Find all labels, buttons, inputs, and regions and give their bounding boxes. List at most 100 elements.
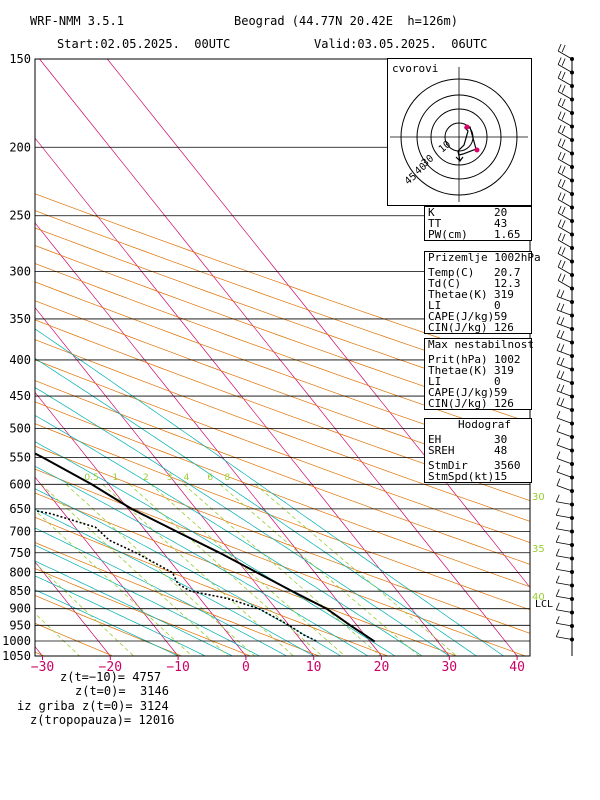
- wind-barb-staff: [556, 622, 573, 627]
- wind-barb-feather: [555, 535, 560, 543]
- mixing-ratio-line: [65, 484, 255, 656]
- z-tropopause: z(tropopauza)= 12016: [30, 713, 175, 727]
- wind-barb-staff: [556, 595, 573, 600]
- wind-barb-staff: [557, 212, 573, 222]
- wind-barb-feather: [561, 112, 566, 120]
- wind-barb-feather: [556, 464, 561, 473]
- wind-barb-feather: [561, 125, 566, 134]
- surface-li-value: 0: [494, 299, 501, 312]
- max-thetae-value: 319: [494, 364, 514, 377]
- hodograph-table-title: Hodograf: [458, 418, 511, 431]
- wind-barb-staff: [556, 458, 573, 465]
- wind-barb-staff: [557, 77, 573, 87]
- wind-barb-staff: [557, 145, 573, 154]
- wind-barb-feather: [557, 178, 562, 187]
- wind-barb-feather: [561, 166, 566, 174]
- station-name: Beograd (44.77N 20.42E h=126m): [234, 14, 458, 28]
- max-li-label: LI: [428, 375, 442, 388]
- mixing-ratio-label: 1: [112, 473, 118, 483]
- eh-value: 30: [494, 433, 508, 446]
- mixing-ratio-label: 0.5: [84, 473, 98, 483]
- wind-barb-feather: [556, 478, 561, 486]
- wind-barb-staff: [556, 485, 573, 492]
- wind-barb-feather: [555, 575, 560, 583]
- temperature-tick-label: −20: [99, 660, 122, 675]
- pressure-tick-label: 400: [9, 353, 31, 367]
- max-cape-value: 59: [494, 386, 508, 399]
- wind-barb-feather: [557, 259, 562, 268]
- wind-barb-feather: [561, 85, 566, 93]
- wind-barb-staff: [557, 91, 573, 100]
- mixing-ratio-label: 8: [224, 473, 230, 483]
- wind-barb-staff: [557, 172, 573, 181]
- wind-barb-feather: [561, 260, 566, 269]
- wind-barb-staff: [556, 471, 573, 478]
- wind-barb-staff: [557, 104, 573, 114]
- wind-barb-staff: [557, 50, 573, 60]
- hodograph-title: cvorovi: [392, 62, 438, 75]
- temperature-tick-label: 40: [509, 660, 525, 675]
- wind-barb-staff: [556, 514, 573, 519]
- surface-li-label: LI: [428, 299, 442, 312]
- surface-thetae-value: 319: [494, 288, 514, 301]
- surface-cin-label: CIN(J/kg): [428, 321, 488, 334]
- wind-barb-feather: [561, 44, 566, 53]
- wind-barb-staff: [556, 363, 573, 370]
- wind-barb-feather: [561, 220, 566, 228]
- wind-barb-staff: [557, 280, 573, 289]
- max-pres-value: 1002: [494, 353, 521, 366]
- wind-barb-feather: [556, 343, 561, 351]
- wind-barb-staff: [556, 323, 573, 330]
- wind-barb-feather: [557, 219, 562, 227]
- pressure-tick-label: 250: [9, 209, 31, 223]
- wind-barb-feather: [561, 139, 566, 147]
- wind-barb-feather: [557, 111, 562, 119]
- pressure-tick-label: 200: [9, 140, 31, 154]
- surface-temp-value: 20.7: [494, 266, 521, 279]
- wind-barb-feather: [555, 562, 560, 570]
- hodograph-point: [464, 124, 470, 130]
- dewpoint-line: [35, 509, 319, 643]
- wind-barb-feather: [556, 397, 561, 405]
- wind-barb-feather: [555, 521, 560, 529]
- wind-barb-staff: [556, 541, 573, 546]
- wind-barb-staff: [556, 417, 573, 424]
- wind-barb-feather: [561, 193, 566, 201]
- wind-barb-staff: [556, 336, 573, 343]
- k-index-label: K: [428, 206, 435, 219]
- wind-barb-feather: [555, 548, 560, 556]
- eh-label: EH: [428, 433, 442, 446]
- wind-barb-feather: [555, 629, 560, 637]
- pressure-tick-label: 500: [9, 421, 31, 435]
- header: WRF-NMM 3.5.1 Beograd (44.77N 20.42E h=1…: [0, 0, 600, 58]
- wind-barb-staff: [557, 118, 573, 127]
- surface-cape-label: CAPE(J/kg): [428, 310, 495, 323]
- sreh-value: 48: [494, 444, 508, 457]
- model-name: WRF-NMM 3.5.1: [30, 14, 124, 28]
- wind-barb-feather: [556, 316, 561, 324]
- wind-barb-staff: [556, 582, 573, 586]
- temperature-tick-labels: −30 −20 −10 0 10 20 30 40: [31, 656, 525, 675]
- wind-barb-feather: [557, 205, 562, 214]
- wind-barb-staff: [557, 253, 573, 262]
- mixing-ratio-label: 6: [207, 473, 213, 483]
- pressure-tick-label: 1050: [2, 649, 31, 663]
- wind-barb-feather: [557, 43, 562, 52]
- max-pres-label: Prit(hPa): [428, 353, 488, 366]
- wind-barb-feather: [556, 356, 561, 365]
- pressure-tick-label: 900: [9, 602, 31, 616]
- wind-barb-staff: [556, 350, 573, 357]
- pressure-tick-label: 550: [9, 451, 31, 465]
- wind-barb-feather: [557, 57, 562, 65]
- wind-barb-feather: [561, 206, 566, 215]
- temperature-line: [35, 452, 376, 643]
- mixing-ratio-line: [219, 483, 420, 656]
- pressure-tick-label: 650: [9, 502, 31, 516]
- isotherm-line: [35, 476, 179, 656]
- pressure-tick-label: 950: [9, 618, 31, 632]
- wind-barb-feather: [556, 289, 561, 297]
- wind-barb-feather: [556, 302, 561, 311]
- isotherm-line: [107, 59, 530, 588]
- wind-barb-feather: [555, 602, 560, 610]
